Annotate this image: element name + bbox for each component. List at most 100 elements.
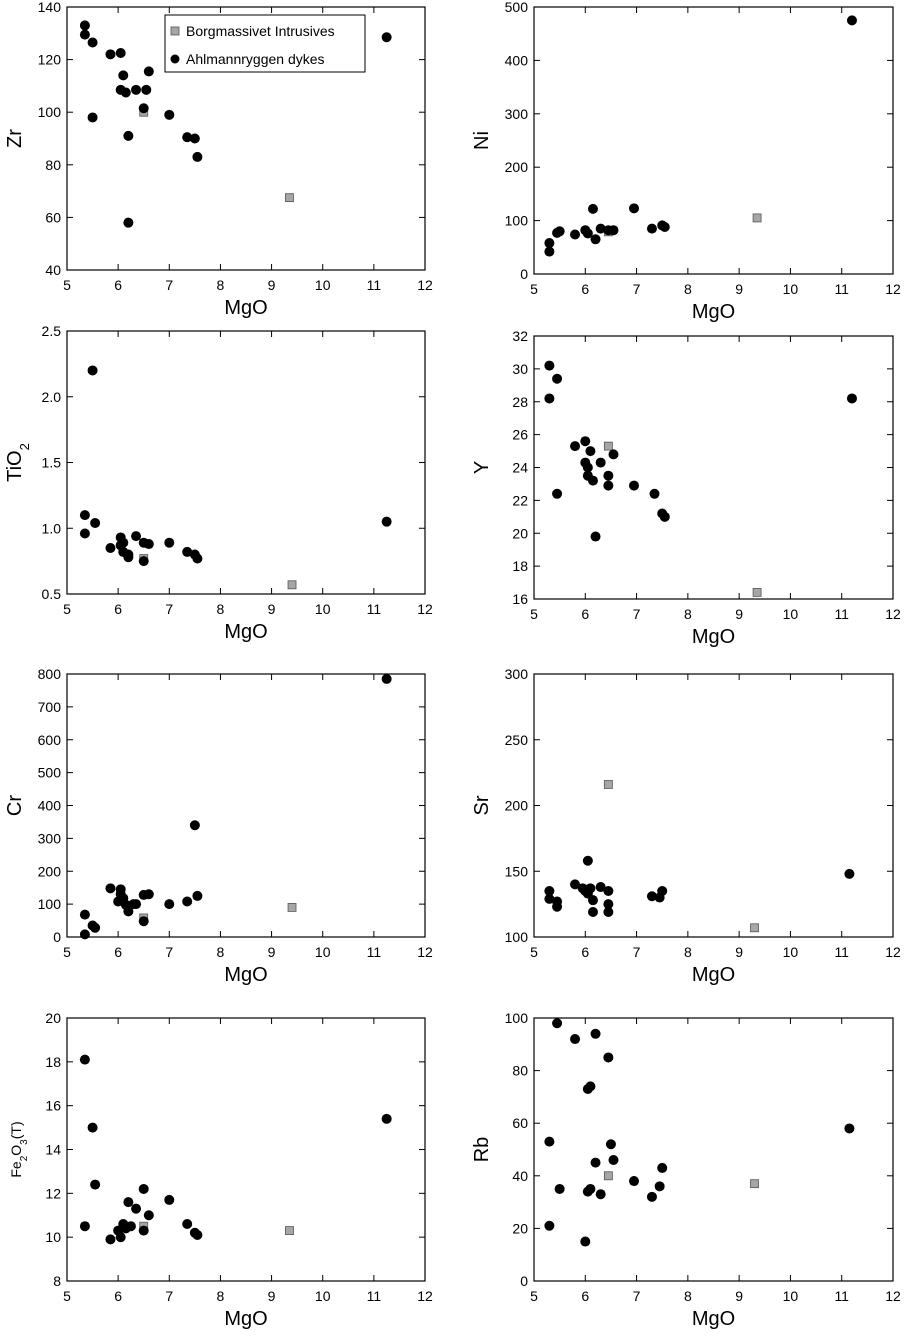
ahlmannryggen-point xyxy=(603,907,614,918)
y-tick-label: 20 xyxy=(512,525,528,541)
x-tick-label: 9 xyxy=(268,1288,276,1304)
y-tick-label: 300 xyxy=(38,830,62,846)
ahlmannryggen-point xyxy=(580,1236,591,1247)
legend-box xyxy=(164,14,366,73)
x-tick-label: 5 xyxy=(63,601,71,617)
y-tick-label: 28 xyxy=(512,394,528,410)
ahlmannryggen-point xyxy=(544,246,555,257)
ahlmannryggen-point xyxy=(90,1179,101,1190)
ahlmannryggen-point xyxy=(79,1221,90,1232)
x-tick-label: 8 xyxy=(684,1288,692,1304)
ahlmannryggen-point xyxy=(844,1123,855,1134)
ahlmannryggen-point xyxy=(143,539,154,550)
ahlmannryggen-point xyxy=(603,470,614,481)
plot-frame xyxy=(66,6,426,271)
x-axis-label: MgO xyxy=(692,301,735,323)
y-axis-label: Rb xyxy=(471,1137,493,1163)
ahlmannryggen-point xyxy=(544,1220,555,1231)
ahlmannryggen-point xyxy=(649,488,660,499)
ahlmannryggen-point xyxy=(654,1181,665,1192)
borgmassivet-point xyxy=(287,903,297,912)
y-axis-label: Fe2O3(T) xyxy=(8,1121,30,1177)
ahlmannryggen-point xyxy=(554,226,565,237)
y-tick-label: 200 xyxy=(505,159,529,175)
ahlmannryggen-point xyxy=(629,203,640,214)
ahlmannryggen-point xyxy=(595,1189,606,1200)
x-tick-label: 10 xyxy=(783,606,799,622)
borgmassivet-point xyxy=(750,923,759,933)
x-tick-label: 5 xyxy=(530,1288,538,1304)
y-tick-label: 22 xyxy=(512,492,528,508)
ahlmannryggen-point xyxy=(646,1191,657,1202)
ahlmannryggen-point xyxy=(585,446,596,457)
y-axis-label: Ni xyxy=(471,131,493,150)
y-tick-label: 100 xyxy=(38,104,62,120)
x-tick-label: 11 xyxy=(367,277,382,293)
y-tick-label: 1.0 xyxy=(42,520,62,536)
y-tick-label: 12 xyxy=(45,1185,61,1201)
x-tick-label: 6 xyxy=(114,277,122,293)
ahlmannryggen-point xyxy=(79,528,90,539)
ahlmannryggen-point xyxy=(182,1219,193,1230)
ahlmannryggen-point xyxy=(118,537,129,548)
borgmassivet-point xyxy=(752,588,762,597)
x-tick-label: 6 xyxy=(581,281,589,297)
panel-y: 5 6 7 8 9 10 11 12 16 18 20 22 24 26 28 30 32 MgO Y xyxy=(471,328,901,648)
y-tick-label: 16 xyxy=(512,591,528,607)
y-tick-label: 150 xyxy=(505,863,529,879)
x-tick-label: 7 xyxy=(633,281,641,297)
ahlmannryggen-point xyxy=(164,109,175,120)
y-tick-label: 100 xyxy=(505,213,529,229)
y-tick-label: 80 xyxy=(512,1063,528,1079)
ahlmannryggen-point xyxy=(587,907,598,918)
y-tick-label: 140 xyxy=(38,0,62,15)
ahlmannryggen-point xyxy=(846,393,857,404)
y-tick-label: 120 xyxy=(38,52,62,68)
ahlmannryggen-point xyxy=(544,238,555,249)
ahlmannryggen-point xyxy=(381,32,392,43)
y-tick-label: 60 xyxy=(512,1115,528,1131)
x-tick-label: 5 xyxy=(63,1288,71,1304)
ahlmannryggen-point xyxy=(164,899,175,910)
ahlmannryggen-point xyxy=(585,883,596,894)
y-tick-label: 700 xyxy=(38,699,62,715)
y-tick-label: 10 xyxy=(45,1229,61,1245)
x-tick-label: 8 xyxy=(217,1288,225,1304)
y-tick-label: 2.5 xyxy=(42,323,62,339)
ahlmannryggen-point xyxy=(79,510,90,521)
ahlmannryggen-point xyxy=(603,1052,614,1063)
ahlmannryggen-point xyxy=(138,1183,149,1194)
ahlmannryggen-point xyxy=(87,37,98,48)
ahlmannryggen-point xyxy=(590,531,601,542)
borgmassivet-point xyxy=(285,1226,294,1235)
ahlmannryggen-point xyxy=(123,217,134,228)
ahlmannryggen-point xyxy=(544,1136,555,1147)
ahlmannryggen-point xyxy=(79,909,90,920)
ahlmannryggen-point xyxy=(143,889,154,900)
ahlmannryggen-point xyxy=(657,885,668,896)
x-tick-label: 6 xyxy=(114,601,122,617)
ahlmannryggen-point xyxy=(120,87,131,98)
ahlmannryggen-point xyxy=(143,66,154,77)
panel-rb: 5 6 7 8 9 10 11 12 0 20 40 60 80 100 MgO Rb xyxy=(471,1010,901,1330)
x-tick-label: 5 xyxy=(530,606,538,622)
ahlmannryggen-point xyxy=(189,133,200,144)
x-tick-label: 7 xyxy=(633,944,641,960)
x-tick-label: 8 xyxy=(217,944,225,960)
ahlmannryggen-point xyxy=(608,1155,619,1166)
x-tick-label: 10 xyxy=(783,1288,799,1304)
x-axis-label: MgO xyxy=(692,964,735,986)
y-axis-label: Zr xyxy=(4,129,26,148)
x-tick-label: 8 xyxy=(684,944,692,960)
ahlmannryggen-point xyxy=(115,48,126,59)
ahlmannryggen-point xyxy=(646,223,657,234)
ahlmannryggen-point xyxy=(595,882,606,893)
ahlmannryggen-point xyxy=(131,899,142,910)
ahlmannryggen-point xyxy=(189,820,200,831)
x-tick-label: 5 xyxy=(63,277,71,293)
y-tick-label: 2.0 xyxy=(42,389,62,405)
y-tick-label: 400 xyxy=(38,798,62,814)
x-tick-label: 10 xyxy=(315,277,331,293)
y-tick-label: 20 xyxy=(512,1220,528,1236)
y-tick-label: 0 xyxy=(53,929,61,945)
